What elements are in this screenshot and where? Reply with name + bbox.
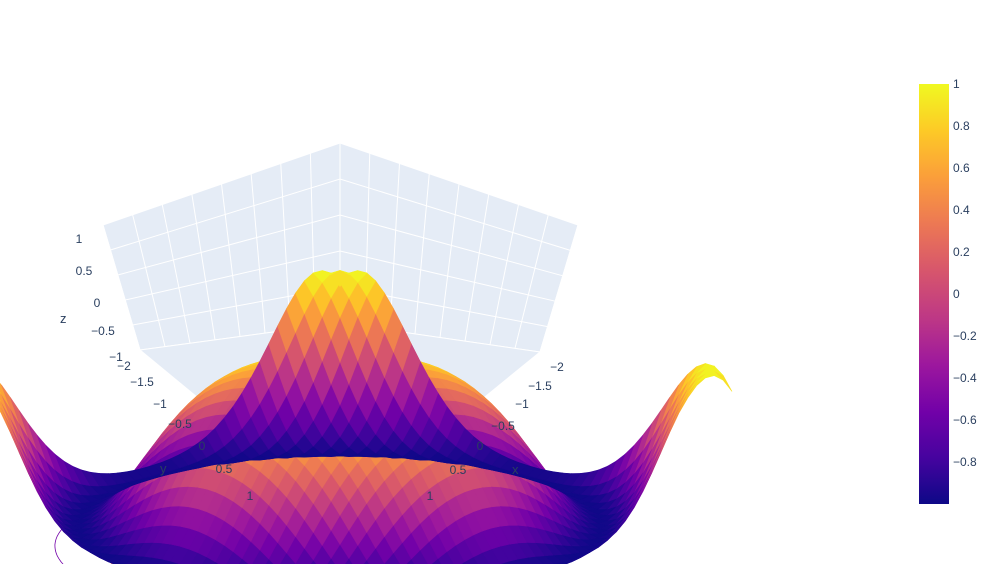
gridline [489, 204, 519, 345]
colorbar-tick-label: 0 [953, 287, 960, 301]
z-tick-label: 1 [76, 232, 83, 246]
colorbar-tick-label: 1 [953, 77, 960, 91]
z-tick-label: −1 [109, 350, 123, 364]
y-tick-label: −1.5 [130, 375, 154, 389]
z-tick-label: −0.5 [91, 324, 115, 338]
y-tick-label: 0.5 [216, 462, 233, 476]
x-tick-label: −2 [550, 360, 564, 374]
gridline [191, 194, 216, 340]
x-tick-label: 0.5 [450, 463, 467, 477]
x-tick-label: −1.5 [528, 379, 552, 393]
colorbar-ticks: 1 0.8 0.6 0.4 0.2 0 −0.2 −0.4 −0.6 −0.8 [953, 77, 977, 469]
x-tick-label: −0.5 [491, 419, 515, 433]
gridline [389, 163, 400, 331]
colorbar-tick-label: 0.6 [953, 161, 970, 175]
x-tick-label: 1 [427, 489, 434, 503]
y-tick-label: 1 [247, 489, 254, 503]
gridline [125, 250, 556, 302]
y-axis-title: y [160, 461, 167, 476]
colorbar-tick-label: 0.2 [953, 245, 970, 259]
gridline [414, 173, 430, 334]
colorbar-tick-label: −0.6 [953, 413, 977, 427]
gridline [514, 214, 549, 349]
y-axis-ticks: −2 −1.5 −1−0.5 0 0.5 1 [117, 359, 254, 503]
surface-patch [713, 370, 733, 392]
z-tick-label: 0.5 [76, 264, 93, 278]
colorbar-tick-label: −0.4 [953, 371, 977, 385]
surface-mesh [0, 270, 733, 564]
colorbar-tick-label: −0.8 [953, 455, 977, 469]
gridline [117, 214, 563, 277]
gridline [464, 194, 490, 342]
gridline [280, 163, 291, 330]
gridline [110, 178, 571, 251]
z-axis-ticks: 1 0.5 0 −0.5 −1 [76, 232, 124, 364]
wall-gridlines [102, 143, 579, 353]
gridline [250, 173, 266, 334]
colorbar-gradient [919, 84, 949, 504]
colorbar-tick-label: 0.4 [953, 203, 970, 217]
gridline [221, 183, 241, 337]
x-axis-ticks: −2 −1.5 −1−0.5 0 0.5 1 [427, 360, 565, 503]
y-tick-label: 0 [199, 439, 206, 453]
z-tick-label: 0 [94, 296, 101, 310]
z-axis-title: z [60, 311, 67, 326]
gridline [439, 183, 460, 338]
colorbar-tick-label: 0.8 [953, 119, 970, 133]
y-tick-label: −0.5 [168, 417, 192, 431]
gridline [102, 224, 141, 351]
colorbar: 1 0.8 0.6 0.4 0.2 0 −0.2 −0.4 −0.6 −0.8 [919, 77, 977, 504]
gridline [539, 224, 579, 353]
gridline [132, 214, 166, 347]
x-tick-label: 0 [477, 439, 484, 453]
surface-patch [330, 270, 350, 287]
x-axis-title: x [512, 462, 519, 477]
y-tick-label: −1 [153, 397, 167, 411]
colorbar-tick-label: −0.2 [953, 329, 977, 343]
x-tick-label: −1 [515, 397, 529, 411]
y-tick-label: −2 [117, 359, 131, 373]
gridline [161, 204, 191, 344]
